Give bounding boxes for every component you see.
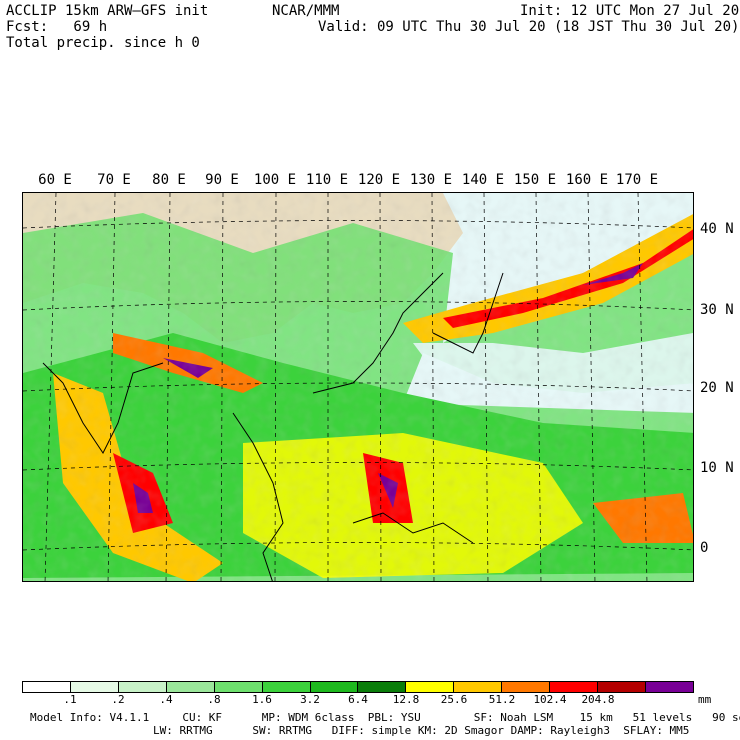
lon-label: 120 E xyxy=(357,172,401,188)
coastlines xyxy=(42,272,504,581)
colorbar-swatch xyxy=(70,682,119,692)
colorbar-tick-label: 6.4 xyxy=(348,693,368,706)
valid-time: Valid: 09 UTC Thu 30 Jul 20 (18 JST Thu … xyxy=(318,19,740,35)
field-name: Total precip. since h 0 xyxy=(6,35,200,51)
lon-label: 150 E xyxy=(513,172,557,188)
lat-lon-grid xyxy=(23,193,693,581)
lon-label: 90 E xyxy=(205,172,239,188)
colorbar-swatch xyxy=(310,682,359,692)
colorbar-tick-label: .1 xyxy=(63,693,77,706)
colorbar-tick-label: .2 xyxy=(111,693,125,706)
lon-label: 140 E xyxy=(461,172,505,188)
colorbar-swatch xyxy=(645,682,693,692)
lat-label: 30 N xyxy=(700,302,734,318)
lon-label: 110 E xyxy=(305,172,349,188)
lon-label: 100 E xyxy=(253,172,297,188)
precip-texture xyxy=(23,193,693,581)
colorbar-tick-label: 1.6 xyxy=(252,693,272,706)
colorbar-swatch xyxy=(214,682,263,692)
colorbar-swatch xyxy=(454,682,503,692)
colorbar-swatch xyxy=(262,682,311,692)
lon-label: 70 E xyxy=(97,172,131,188)
colorbar-tick-label: 102.4 xyxy=(533,693,567,706)
colorbar-swatch xyxy=(118,682,167,692)
lon-label: 170 E xyxy=(615,172,659,188)
precip-map xyxy=(22,192,694,582)
lat-label: 40 N xyxy=(700,221,734,237)
org-label: NCAR/MMM xyxy=(272,3,340,19)
colorbar-tick-label: .4 xyxy=(159,693,173,706)
model-info-line2: LW: RRTMG SW: RRTMG DIFF: simple KM: 2D … xyxy=(153,724,690,737)
colorbar-tick-label: 25.6 xyxy=(440,693,468,706)
colorbar-swatch xyxy=(406,682,455,692)
colorbar-swatch xyxy=(550,682,599,692)
colorbar-unit: mm xyxy=(698,693,712,706)
lat-label: 20 N xyxy=(700,380,734,396)
lon-label: 60 E xyxy=(38,172,72,188)
colorbar-swatch xyxy=(166,682,215,692)
precip-colorbar xyxy=(22,681,694,693)
colorbar-swatch xyxy=(598,682,646,692)
lon-label: 160 E xyxy=(565,172,609,188)
lon-label: 130 E xyxy=(409,172,453,188)
lat-label: 10 N xyxy=(700,460,734,476)
map-canvas xyxy=(23,193,693,581)
colorbar-tick-label: 3.2 xyxy=(300,693,320,706)
colorbar-tick-label: 51.2 xyxy=(488,693,516,706)
lat-label: 0 xyxy=(700,540,709,556)
colorbar-swatch xyxy=(358,682,407,692)
model-info-line1: Model Info: V4.1.1 CU: KF MP: WDM 6class… xyxy=(30,711,740,724)
colorbar-swatch xyxy=(23,682,71,692)
colorbar-tick-label: 12.8 xyxy=(392,693,420,706)
model-title: ACCLIP 15km ARW–GFS init xyxy=(6,3,209,19)
colorbar-tick-label: 204.8 xyxy=(581,693,615,706)
init-time: Init: 12 UTC Mon 27 Jul 20 xyxy=(520,3,740,19)
lon-label: 80 E xyxy=(152,172,186,188)
forecast-hour: Fcst: 69 h xyxy=(6,19,108,35)
colorbar-swatch xyxy=(502,682,551,692)
colorbar-tick-label: .8 xyxy=(207,693,221,706)
